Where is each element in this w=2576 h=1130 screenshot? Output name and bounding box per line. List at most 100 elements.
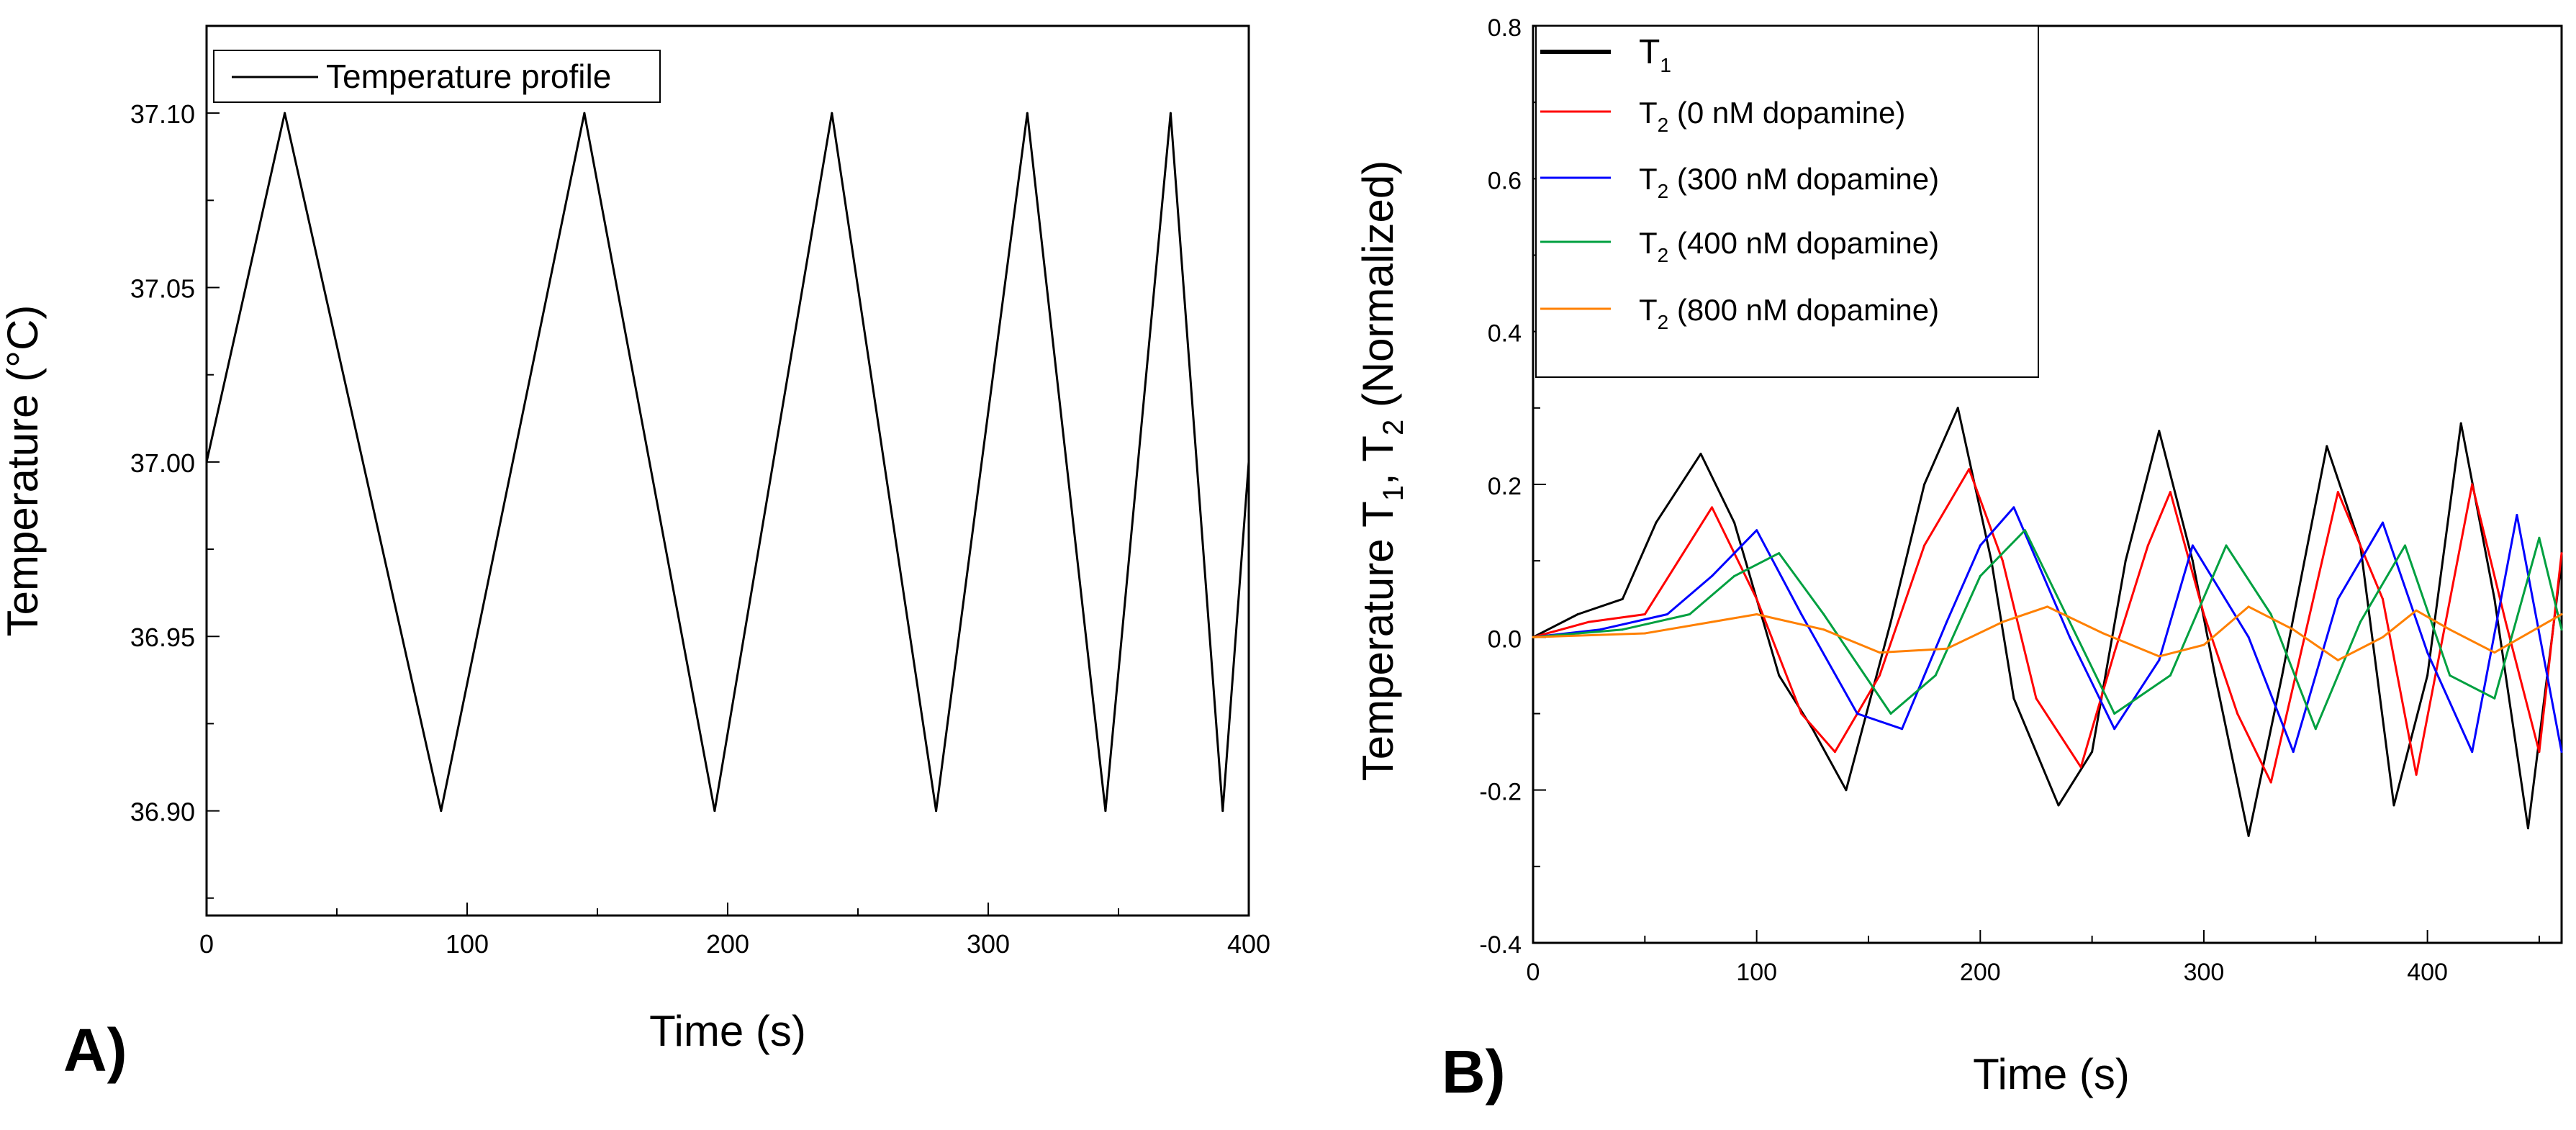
y-tick-label: 0.0 [1488,625,1522,653]
data-point-t2-300-nm-dopamine [2336,597,2339,600]
data-point-t2-400-nm-dopamine [2449,674,2451,677]
data-point-t2-0-nm-dopamine [1923,544,1926,547]
legend-label-subscript: 2 [1658,311,1669,333]
series-line-t2-400-nm-dopamine [1532,529,2563,731]
data-point-t1 [1699,453,1702,455]
data-point-t2-0-nm-dopamine [2538,751,2541,754]
series-line-t1 [1532,407,2563,837]
data-point-t2-400-nm-dopamine [1934,674,1937,677]
data-point-t2-800-nm-dopamine [2158,655,2161,658]
data-point-t2-300-nm-dopamine [2113,728,2116,731]
panel-a-y-axis-label: Temperature (°C) [0,305,47,637]
data-point-t2-300-nm-dopamine [2012,506,2015,509]
data-point-t2-0-nm-dopamine [2001,559,2004,562]
data-point-temperature-profile [583,112,586,114]
y-tick-label: 0.6 [1488,167,1522,194]
data-point-t2-400-nm-dopamine [2538,536,2541,539]
data-point-t2-800-nm-dopamine [1945,647,1948,650]
data-point-t2-0-nm-dopamine [2236,713,2239,715]
data-point-t2-400-nm-dopamine [2560,628,2563,631]
data-point-t1 [2057,804,2060,807]
data-point-t2-0-nm-dopamine [2504,620,2507,623]
legend-label-main: T [1639,162,1658,196]
legend-label-subscript: 2 [1658,114,1669,136]
data-point-t2-0-nm-dopamine [2415,773,2418,776]
data-point-t2-0-nm-dopamine [1755,597,1758,600]
legend-label-t2-800-nm-dopamine: T2 (800 nM dopamine) [1639,293,1939,333]
x-tick-label: 300 [2184,959,2225,986]
legend-label-temperature-profile: Temperature profile [326,58,611,95]
data-point-t2-800-nm-dopamine [2102,632,2105,635]
panel-b-legend-box [1535,25,2039,378]
data-point-temperature-profile [440,810,443,813]
data-point-t2-300-nm-dopamine [2516,514,2518,516]
y-tick-label: 37.10 [130,99,195,129]
data-point-t2-800-nm-dopamine [1755,613,1758,615]
data-point-t2-0-nm-dopamine [2146,544,2149,547]
x-tick-label: 100 [1736,959,1777,986]
data-point-temperature-profile [1026,112,1029,114]
data-point-temperature-profile [1169,112,1172,114]
data-point-t2-400-nm-dopamine [1889,713,1892,715]
panel-a-legend: Temperature profile [213,50,661,103]
data-point-t2-400-nm-dopamine [1621,628,1624,631]
data-point-t2-300-nm-dopamine [1711,574,1713,577]
data-point-t2-300-nm-dopamine [1755,529,1758,532]
y-tick-label: 0.4 [1488,320,1522,348]
panel-a-label: A) [63,1016,127,1084]
data-point-t2-800-nm-dopamine [2449,628,2451,631]
legend-label-rest: (300 nM dopamine) [1668,162,1939,196]
data-point-t2-300-nm-dopamine [2471,751,2474,754]
data-point-t1 [2091,751,2094,754]
data-point-t2-0-nm-dopamine [2336,491,2339,494]
data-point-t2-0-nm-dopamine [2169,491,2171,494]
data-point-temperature-profile [935,810,938,813]
data-point-t2-300-nm-dopamine [1599,628,1601,631]
data-point-t2-300-nm-dopamine [2191,544,2194,547]
data-point-t2-400-nm-dopamine [1689,613,1691,615]
x-tick-label: 200 [706,929,749,959]
panel-b-label: B) [1442,1038,1506,1106]
data-point-t2-800-nm-dopamine [2292,628,2295,631]
y-tick-label: 0.2 [1488,473,1522,500]
data-point-t2-300-nm-dopamine [2158,659,2161,661]
panel-b-y-label-part: , T [1354,435,1402,485]
legend-label-subscript: 1 [1660,54,1671,76]
data-point-t1 [2526,827,2529,830]
y-tick-label: 36.95 [130,623,195,652]
panel-b-y-label-subscript: 2 [1378,420,1409,435]
data-point-t1 [2326,445,2328,448]
legend-label-main: T [1639,293,1658,327]
data-point-t2-400-nm-dopamine [1778,552,1781,555]
x-tick-label: 200 [1960,959,2001,986]
data-point-t2-800-nm-dopamine [1822,628,1825,631]
data-point-t1 [2426,674,2429,677]
data-point-temperature-profile [205,461,208,464]
data-point-temperature-profile [1247,461,1250,464]
data-point-t1 [2281,674,2284,677]
data-point-t1 [2247,834,2250,837]
legend-label-main: T [1639,226,1658,260]
data-point-t1 [1956,407,1959,410]
data-point-t2-300-nm-dopamine [2382,521,2384,524]
data-point-t2-800-nm-dopamine [2493,651,2496,654]
data-point-t1 [2124,559,2127,562]
legend-label-t2-0-nm-dopamine: T2 (0 nM dopamine) [1639,96,1905,136]
data-point-t2-800-nm-dopamine [1879,651,1881,654]
data-point-t2-400-nm-dopamine [2225,544,2228,547]
legend-label-t2-300-nm-dopamine: T2 (300 nM dopamine) [1639,162,1939,202]
data-point-t2-300-nm-dopamine [1856,713,1858,715]
y-tick-label: -0.4 [1479,931,1522,959]
data-point-t2-300-nm-dopamine [2247,636,2250,638]
data-point-t2-300-nm-dopamine [1979,544,1981,547]
data-point-t2-400-nm-dopamine [2359,620,2362,623]
data-point-t2-0-nm-dopamine [2382,597,2384,600]
chart-panel-b: 0 100 200 300 400-0.4-0.20.00.20.40.60.8 T1T… [1354,14,2563,1106]
data-point-t1 [1990,559,1993,562]
legend-label-t1: T1 [1639,33,1671,76]
panel-b-y-label-subscript: 1 [1378,485,1409,501]
series-line-temperature-profile [205,112,1250,813]
y-tick-label: 0.8 [1488,14,1522,42]
data-point-t1 [1576,613,1579,615]
